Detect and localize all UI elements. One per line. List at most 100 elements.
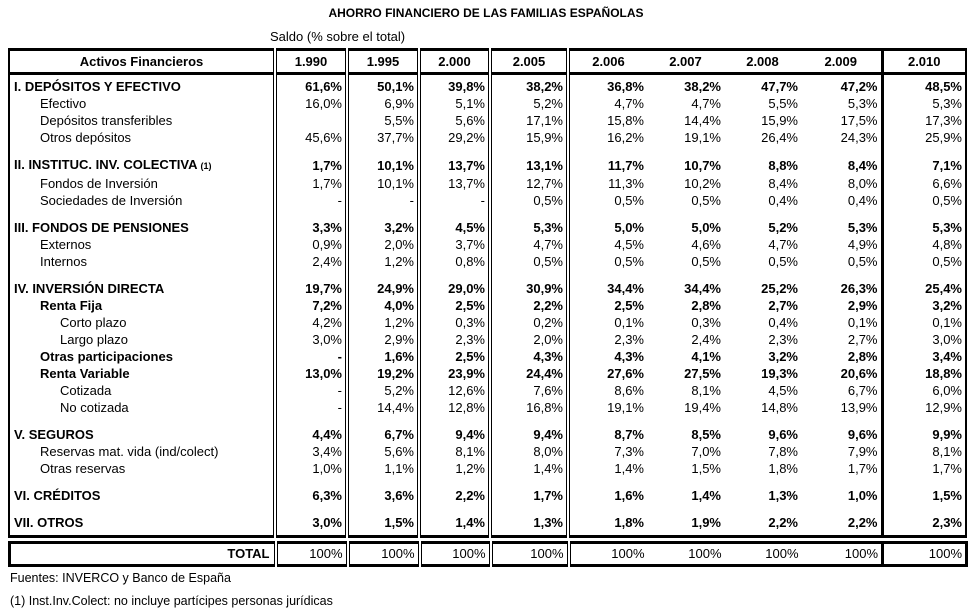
row-label: Otras reservas — [40, 461, 126, 476]
value-cell: 47,7% — [761, 79, 798, 94]
source-note: Fuentes: INVERCO y Banco de España — [10, 571, 231, 585]
value-cell: 2,4% — [273, 253, 347, 270]
value-cell: 47,2% — [840, 79, 878, 94]
value-cell: 7,9% — [847, 444, 878, 459]
value-cell: 3,2% — [768, 349, 798, 364]
value-cell: 1,0% — [847, 488, 878, 503]
value-cell: 0,1% — [847, 315, 878, 330]
total-value-cell: 100% — [844, 546, 878, 561]
value-cell: 3,7% — [417, 236, 490, 253]
value-cell: 5,3% — [488, 209, 568, 236]
column-header-year: 2.005 — [488, 49, 568, 75]
table-row: VII. OTROS 3,0% 1,5% 1,4% 1,3% 1,8% 1,9% 2,2% 2,… — [9, 504, 966, 537]
value-cell: 2,7% — [847, 332, 878, 347]
row-label: Renta Fija — [40, 298, 103, 313]
value-cell: 2,2% — [847, 515, 878, 530]
table-row: Fondos de Inversión 1,7% 10,1% 13,7% 12,7% 11… — [9, 175, 966, 192]
value-cell: 8,4% — [847, 158, 878, 173]
value-cell: 7,0% — [691, 444, 721, 459]
value-cell: 27,5% — [684, 366, 721, 381]
value-cell: 8,4% — [768, 176, 798, 191]
value-cell: 0,5% — [847, 254, 878, 269]
value-cell: 10,7% — [684, 158, 721, 173]
column-header-activos-financieros: Activos Financieros — [9, 49, 275, 75]
value-cell: 2,2% — [488, 297, 568, 314]
value-cell: 8,5% — [691, 427, 721, 442]
value-cell: 29,2% — [417, 129, 490, 146]
row-label: III. FONDOS DE PENSIONES — [14, 220, 189, 235]
value-cell: 4,7% — [691, 96, 721, 111]
value-cell: 4,7% — [768, 237, 798, 252]
value-cell: 39,8% — [417, 73, 490, 95]
value-cell: 10,2% — [684, 176, 721, 191]
value-cell: 4,5% — [566, 236, 647, 253]
value-cell: 13,7% — [417, 175, 490, 192]
column-header-year: 2.009 — [801, 49, 882, 75]
value-cell: 19,7% — [273, 270, 347, 297]
value-cell: 7,2% — [273, 297, 347, 314]
value-cell: - — [345, 192, 419, 209]
value-cell: 17,1% — [488, 112, 568, 129]
value-cell: 2,3% — [417, 331, 490, 348]
table-row: Sociedades de Inversión - - -0,5% 0,5% 0,5% 0,… — [9, 192, 966, 209]
value-cell: 4,6% — [691, 237, 721, 252]
table-row: Cotizada -5,2% 12,6% 7,6% 8,6% 8,1% 4,5% 6,7% 6,… — [9, 382, 966, 399]
value-cell: 12,7% — [488, 175, 568, 192]
total-row: TOTAL 100% 100% 100% 100% 100% 100% 100% 100% 10… — [10, 542, 967, 566]
value-cell: 5,5% — [345, 112, 419, 129]
value-cell: 14,8% — [761, 400, 798, 415]
table-subtitle: Saldo (% sobre el total) — [270, 29, 406, 44]
total-value-cell: 100% — [765, 546, 799, 561]
value-cell: 1,6% — [566, 477, 647, 504]
value-cell: 3,0% — [273, 504, 347, 537]
value-cell: 16,8% — [488, 399, 568, 416]
value-cell: 12,6% — [417, 382, 490, 399]
value-cell: 23,9% — [417, 365, 490, 382]
value-cell: 0,5% — [566, 253, 647, 270]
value-cell: 24,4% — [488, 365, 568, 382]
value-cell: 0,5% — [880, 192, 966, 209]
row-label: II. INSTITUC. INV. COLECTIVA (1) — [14, 157, 212, 172]
value-cell: 8,1% — [880, 443, 966, 460]
value-cell: 6,3% — [273, 477, 347, 504]
value-cell: 6,6% — [880, 175, 966, 192]
value-cell: 14,4% — [684, 113, 721, 128]
value-cell: 61,6% — [273, 73, 347, 95]
column-header-year: 2.000 — [417, 49, 490, 75]
value-cell: - — [273, 382, 347, 399]
row-label: VI. CRÉDITOS — [14, 488, 101, 503]
value-cell: 0,4% — [768, 315, 798, 330]
table-row: IV. INVERSIÓN DIRECTA 19,7% 24,9% 29,0% 30,9… — [9, 270, 966, 297]
value-cell: 6,9% — [345, 95, 419, 112]
value-cell: 26,3% — [840, 281, 878, 296]
value-cell: 8,0% — [488, 443, 568, 460]
value-cell: 38,2% — [488, 73, 568, 95]
value-cell: 4,2% — [273, 314, 347, 331]
table-row: III. FONDOS DE PENSIONES 3,3% 3,2% 4,5% 5,3%… — [9, 209, 966, 236]
value-cell: 5,6% — [345, 443, 419, 460]
value-cell: 1,6% — [345, 348, 419, 365]
value-cell: 9,4% — [488, 416, 568, 443]
table-row: Renta Variable 13,0% 19,2% 23,9% 24,4% 27,6% 2… — [9, 365, 966, 382]
value-cell: - — [273, 192, 347, 209]
value-cell: 2,5% — [417, 348, 490, 365]
value-cell: 45,6% — [273, 129, 347, 146]
value-cell: 2,0% — [488, 331, 568, 348]
value-cell: 0,5% — [880, 253, 966, 270]
value-cell: 18,8% — [880, 365, 966, 382]
column-header-year: 2.010 — [880, 49, 966, 75]
value-cell: 4,7% — [566, 95, 647, 112]
row-label: I. DEPÓSITOS Y EFECTIVO — [14, 79, 181, 94]
value-cell: 16,0% — [273, 95, 347, 112]
value-cell: 37,7% — [345, 129, 419, 146]
value-cell: 0,5% — [488, 253, 568, 270]
value-cell: 0,5% — [566, 192, 647, 209]
table-row: Internos 2,4% 1,2% 0,8% 0,5% 0,5% 0,5% 0,5% 0,5%… — [9, 253, 966, 270]
value-cell: 38,2% — [684, 79, 721, 94]
value-cell: 1,2% — [345, 314, 419, 331]
value-cell: 12,8% — [417, 399, 490, 416]
value-cell: 1,4% — [691, 488, 721, 503]
value-cell: 2,5% — [417, 297, 490, 314]
value-cell: 1,7% — [488, 477, 568, 504]
value-cell: 30,9% — [488, 270, 568, 297]
